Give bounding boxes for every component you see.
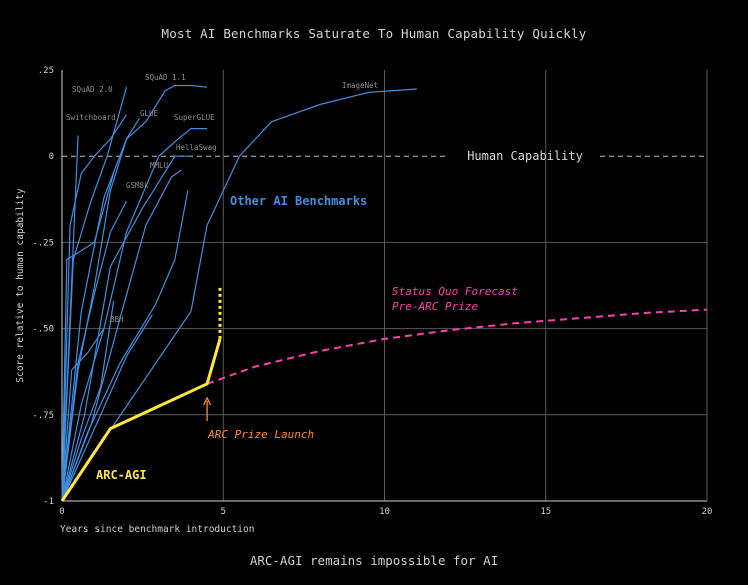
benchmark-label: SQuAD 1.1 xyxy=(145,73,186,82)
x-tick-label: 0 xyxy=(59,507,64,517)
forecast-line xyxy=(206,308,708,385)
benchmark-label: ImageNet xyxy=(342,81,378,90)
benchmark-label: GLUE xyxy=(140,109,159,118)
benchmark-line xyxy=(61,114,127,502)
benchmark-line xyxy=(61,169,182,502)
launch-label: ARC Prize Launch xyxy=(207,428,314,441)
benchmark-line xyxy=(61,200,128,502)
y-tick-label: -.50 xyxy=(32,325,54,335)
forecast-label: Status Quo Forecast xyxy=(392,285,518,298)
y-tick-label: 0 xyxy=(49,152,54,162)
x-axis-label: Years since benchmark introduction xyxy=(60,524,254,535)
benchmark-line xyxy=(61,84,208,502)
benchmark-line xyxy=(61,300,115,502)
benchmark-line xyxy=(61,117,140,502)
benchmark-label: Switchboard xyxy=(66,113,116,122)
benchmark-label: SQuAD 2.0 xyxy=(72,85,113,94)
x-tick-label: 15 xyxy=(540,507,551,517)
y-axis-label: Score relative to human capability xyxy=(15,188,26,383)
x-tick-label: 20 xyxy=(702,507,713,517)
x-tick-label: 10 xyxy=(379,507,390,517)
benchmark-line xyxy=(61,328,105,502)
arc-agi-line xyxy=(60,338,222,502)
chart-title: Most AI Benchmarks Saturate To Human Cap… xyxy=(161,26,587,41)
human-capability-label: Human Capability xyxy=(467,149,583,163)
benchmark-line xyxy=(61,314,153,502)
grid xyxy=(62,70,708,501)
y-tick-label: .25 xyxy=(38,66,54,76)
axes: 0 5 10 15 20 .25 0 -.25 -.50 -.75 -1 Years since be… xyxy=(15,66,712,535)
x-tick-label: 5 xyxy=(221,507,226,517)
benchmark-label: SuperGLUE xyxy=(174,113,215,122)
benchmark-line xyxy=(61,190,189,502)
benchmark-label: MMLU xyxy=(150,161,168,170)
benchmark-line xyxy=(61,155,191,502)
chart-caption: ARC-AGI remains impossible for AI xyxy=(249,553,499,568)
benchmark-label: BBH xyxy=(110,315,124,324)
y-tick-label: -.75 xyxy=(32,411,54,421)
arc-agi-label: ARC-AGI xyxy=(96,468,147,482)
benchmark-label: HellaSwag xyxy=(176,143,217,152)
other-benchmarks-label: Other AI Benchmarks xyxy=(230,194,367,208)
benchmark-line xyxy=(61,88,417,502)
y-tick-label: -1 xyxy=(43,497,54,507)
y-tick-label: -.25 xyxy=(32,238,54,248)
forecast-label: Pre-ARC Prize xyxy=(392,300,478,313)
benchmark-label: GSM8k xyxy=(126,181,149,190)
benchmark-line xyxy=(61,128,208,502)
series xyxy=(60,84,708,502)
benchmark-line xyxy=(61,173,115,502)
labels: Human Capability Switchboard SQuAD 2.0 SQuA… xyxy=(66,73,583,482)
launch-arrow-head xyxy=(203,396,212,406)
